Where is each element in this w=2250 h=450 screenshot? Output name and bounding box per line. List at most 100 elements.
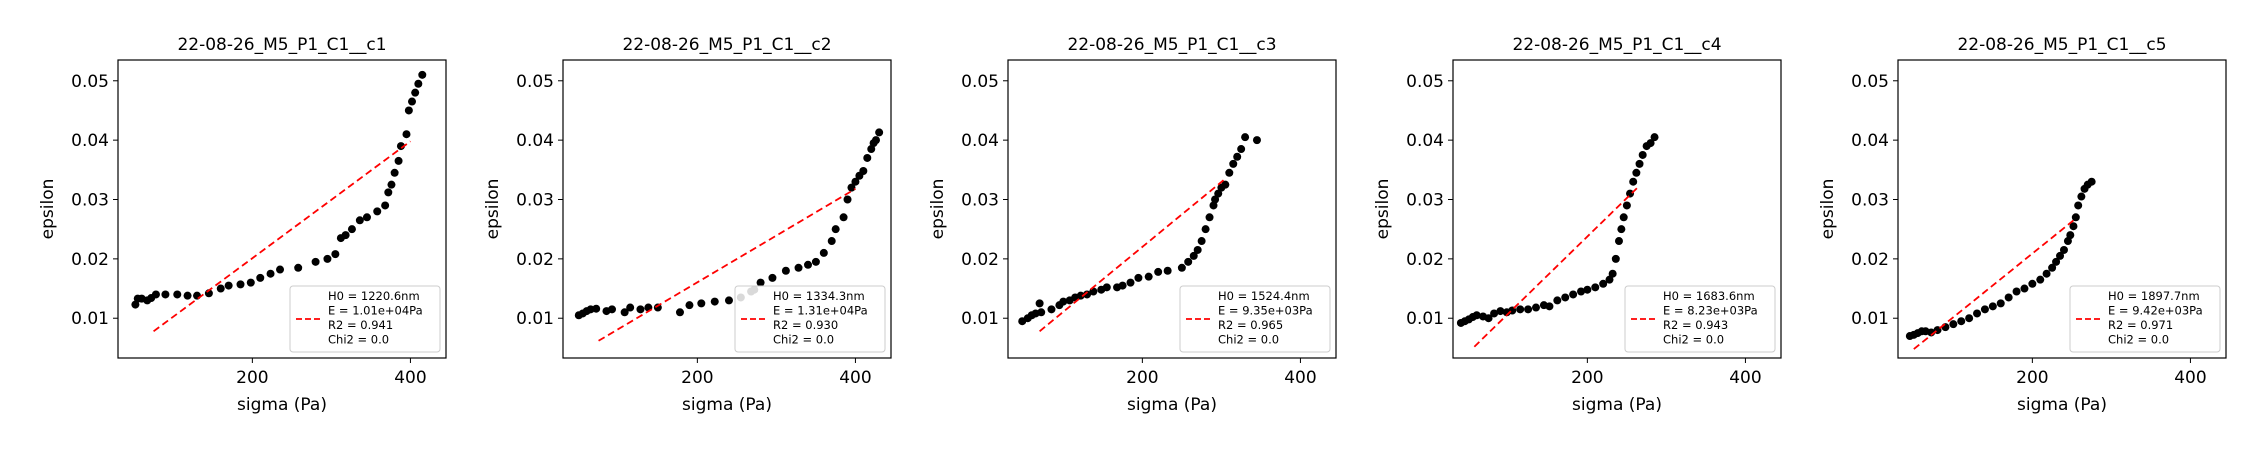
data-point [1134, 273, 1143, 282]
data-point [863, 153, 872, 162]
y-tick-label: 0.02 [516, 250, 554, 270]
data-point [1957, 317, 1966, 326]
data-point [724, 296, 733, 305]
data-point [1496, 307, 1505, 316]
legend-entry: H0 = 1897.7nm [2108, 289, 2200, 303]
data-point [827, 237, 836, 246]
data-point [347, 225, 356, 234]
legend-entry: Chi2 = 0.0 [1663, 333, 1724, 347]
x-tick-label: 400 [2174, 368, 2206, 388]
data-point [1626, 189, 1635, 198]
data-point [1638, 150, 1647, 159]
legend-entry: Chi2 = 0.0 [328, 333, 389, 347]
data-point [236, 280, 245, 289]
data-point [1197, 237, 1206, 246]
legend-entry: R2 = 0.943 [1663, 318, 1728, 332]
data-point [675, 308, 684, 317]
data-point [794, 263, 803, 272]
data-point [697, 299, 706, 308]
y-tick-label: 0.04 [1406, 131, 1444, 151]
chart-panel-2: 22-08-26_M5_P1_C1__c2 0.01 0.02 0.03 0.04 0.0… [483, 35, 892, 415]
data-point [246, 278, 255, 287]
data-point [1211, 195, 1220, 204]
data-point [2036, 275, 2045, 284]
plot-frame [1007, 59, 1337, 359]
x-axis-label: sigma (Pa) [1127, 395, 1217, 415]
chart-panel-4: 22-08-26_M5_P1_C1__c4 0.01 0.02 0.03 0.04 0.0… [1373, 35, 1782, 415]
data-point [1965, 314, 1974, 323]
data-point [151, 290, 160, 299]
data-point [2066, 231, 2075, 240]
data-point [1047, 305, 1056, 314]
data-point [1126, 278, 1135, 287]
data-point [1241, 133, 1250, 142]
y-tick-label: 0.02 [1406, 250, 1444, 270]
y-axis-label: epsilon [928, 179, 948, 240]
data-point [1650, 133, 1659, 142]
data-point [387, 180, 396, 189]
data-point [1221, 180, 1230, 189]
data-point [871, 136, 880, 145]
data-point [1484, 314, 1493, 323]
data-point [859, 167, 868, 176]
data-point [411, 88, 420, 97]
data-point [173, 290, 182, 299]
y-tick-label: 0.04 [961, 131, 999, 151]
fit-line [598, 188, 856, 342]
data-point [2020, 284, 2029, 293]
y-tick-label: 0.05 [961, 72, 999, 92]
data-point [1118, 281, 1127, 290]
data-point [1214, 189, 1223, 198]
data-point [1102, 283, 1111, 292]
legend-box [1179, 285, 1331, 353]
data-point [831, 225, 840, 234]
chart-title: 22-08-26_M5_P1_C1__c1 [177, 35, 386, 55]
data-point [323, 254, 332, 263]
data-point [1608, 269, 1617, 278]
data-point [2004, 293, 2013, 302]
data-point [216, 284, 225, 293]
legend-entry: H0 = 1524.4nm [1218, 289, 1310, 303]
data-point [193, 291, 202, 300]
chart-title: 22-08-26_M5_P1_C1__c2 [622, 35, 831, 55]
data-point [1516, 305, 1525, 314]
fit-line [153, 140, 411, 333]
data-point [390, 168, 399, 177]
data-point [1635, 159, 1644, 168]
legend-entry: E = 1.31e+04Pa [773, 304, 868, 318]
y-tick-label: 0.01 [71, 309, 109, 329]
data-point [1614, 237, 1623, 246]
data-point [1177, 263, 1186, 272]
data-point [2059, 245, 2068, 254]
legend-box [289, 285, 441, 353]
data-point [1605, 275, 1614, 284]
legend-box [2069, 285, 2221, 353]
y-tick-label: 0.02 [961, 250, 999, 270]
data-point [1059, 297, 1068, 306]
plot-frame [562, 59, 892, 359]
data-point [1154, 267, 1163, 276]
data-point [620, 308, 629, 317]
x-tick-label: 400 [1729, 368, 1761, 388]
legend-box [734, 285, 886, 353]
legend-box [1624, 285, 1776, 353]
data-point [161, 290, 170, 299]
fit-line [1913, 217, 2077, 350]
legend-entry: E = 8.23e+03Pa [1663, 304, 1758, 318]
data-point [875, 128, 884, 137]
data-point [608, 305, 617, 314]
data-point [355, 216, 364, 225]
data-point [1619, 213, 1628, 222]
data-point [1229, 159, 1238, 168]
data-point [1225, 168, 1234, 177]
data-point [685, 301, 694, 310]
x-tick-label: 200 [1571, 368, 1603, 388]
data-point [1205, 213, 1214, 222]
legend-entry: H0 = 1334.3nm [773, 289, 865, 303]
data-point [1553, 296, 1562, 305]
data-point [183, 291, 192, 300]
legend-entry: E = 9.42e+03Pa [2108, 304, 2203, 318]
data-point [1083, 290, 1092, 299]
data-point [1545, 302, 1554, 311]
data-point [276, 265, 285, 274]
